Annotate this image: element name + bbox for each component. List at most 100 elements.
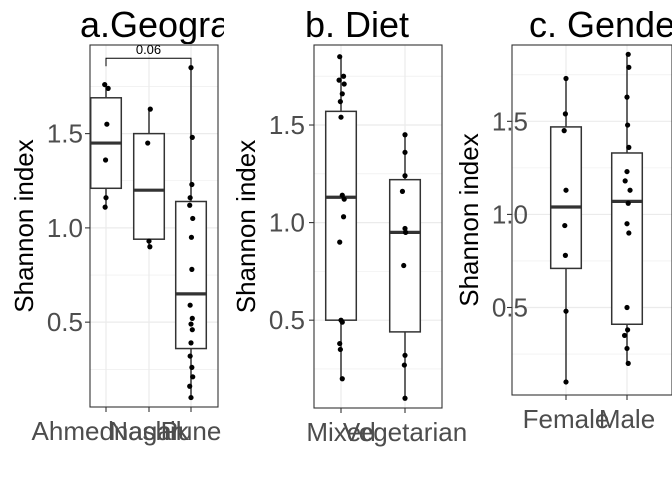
data-point xyxy=(626,64,632,70)
data-point xyxy=(563,187,569,193)
box-mixed xyxy=(324,110,358,321)
data-point xyxy=(563,308,569,314)
x-tick-label: Nashik xyxy=(109,416,189,446)
data-point xyxy=(190,374,196,380)
data-point xyxy=(341,81,347,87)
data-point xyxy=(402,395,408,401)
data-point xyxy=(187,202,193,208)
data-point xyxy=(625,327,631,333)
panel-title: b. Diet xyxy=(305,4,409,45)
data-point xyxy=(147,106,153,112)
y-tick-label: 0.5 xyxy=(47,307,83,337)
data-point xyxy=(625,200,631,206)
data-point xyxy=(401,362,407,368)
data-point xyxy=(187,353,193,359)
data-point xyxy=(189,327,195,333)
x-tick-label: Male xyxy=(599,404,655,434)
comparison-bracket xyxy=(105,57,192,67)
data-point xyxy=(624,345,630,352)
data-point xyxy=(104,121,110,127)
data-point xyxy=(562,111,568,117)
data-point xyxy=(337,346,343,353)
data-point xyxy=(624,94,630,100)
data-point xyxy=(339,192,345,198)
data-point xyxy=(402,173,408,179)
panel-title: c. Gende xyxy=(529,4,672,45)
y-axis-label: Shannon index xyxy=(231,140,261,313)
data-point xyxy=(627,187,633,193)
data-point xyxy=(147,244,153,250)
x-tick-label: Pune xyxy=(161,416,222,446)
data-point xyxy=(341,196,347,202)
x-tick-label: Ahmednagar xyxy=(32,416,181,446)
data-point xyxy=(402,132,408,138)
data-point xyxy=(562,252,568,258)
data-point xyxy=(402,149,408,155)
data-point xyxy=(102,157,109,163)
data-point xyxy=(336,77,342,83)
data-point xyxy=(337,239,343,245)
data-point xyxy=(563,379,569,385)
y-tick-label: 1.0 xyxy=(269,208,305,238)
data-point xyxy=(146,238,152,244)
data-point xyxy=(402,225,408,232)
data-point xyxy=(187,195,193,201)
data-point xyxy=(189,266,195,272)
x-tick-label: Mixed xyxy=(306,417,375,447)
data-point xyxy=(190,215,196,222)
data-point xyxy=(399,188,406,194)
y-tick-label: 0.5 xyxy=(269,305,305,335)
data-point xyxy=(624,304,630,311)
panel-border xyxy=(511,44,672,396)
data-point xyxy=(624,221,630,227)
data-point xyxy=(338,114,344,120)
y-tick-label: 1.5 xyxy=(269,110,305,140)
data-point xyxy=(340,73,347,79)
data-point xyxy=(188,234,195,240)
data-point xyxy=(189,364,195,371)
data-point xyxy=(103,195,109,201)
data-point xyxy=(188,65,194,71)
data-point xyxy=(102,204,108,210)
box-nashik xyxy=(132,132,166,240)
data-point xyxy=(105,85,111,91)
data-point xyxy=(625,360,631,366)
data-point xyxy=(621,332,628,339)
data-point xyxy=(624,168,630,175)
data-point xyxy=(188,394,194,401)
panel-border xyxy=(313,44,443,409)
data-point xyxy=(188,321,194,327)
data-point xyxy=(625,51,631,57)
data-point xyxy=(102,81,108,88)
data-point xyxy=(626,144,632,150)
data-point xyxy=(339,376,345,382)
y-tick-label: 1.5 xyxy=(47,119,83,149)
data-point xyxy=(563,75,569,82)
data-point xyxy=(337,340,343,347)
y-tick-label: 1.5 xyxy=(492,106,528,136)
y-tick-label: 1.0 xyxy=(47,213,83,243)
data-point xyxy=(402,352,408,358)
data-point xyxy=(401,262,407,269)
data-point xyxy=(339,319,345,325)
data-point xyxy=(188,340,194,346)
x-tick-label: Female xyxy=(523,404,610,434)
data-point xyxy=(403,229,409,235)
y-axis-label: Shannon index xyxy=(454,133,484,306)
box-female xyxy=(549,126,583,270)
panel-border xyxy=(89,44,219,408)
data-point xyxy=(145,140,151,146)
data-point xyxy=(337,98,343,105)
x-tick-label: Vegetarian xyxy=(343,417,467,447)
comparison-pvalue: 0.06 xyxy=(136,42,161,57)
data-point xyxy=(187,383,193,389)
data-point xyxy=(625,122,631,128)
y-axis-label: Shannon index xyxy=(9,139,39,312)
data-point xyxy=(562,222,568,229)
data-point xyxy=(189,315,195,321)
data-point xyxy=(187,302,193,308)
y-tick-label: 0.5 xyxy=(492,293,528,323)
data-point xyxy=(622,178,628,184)
